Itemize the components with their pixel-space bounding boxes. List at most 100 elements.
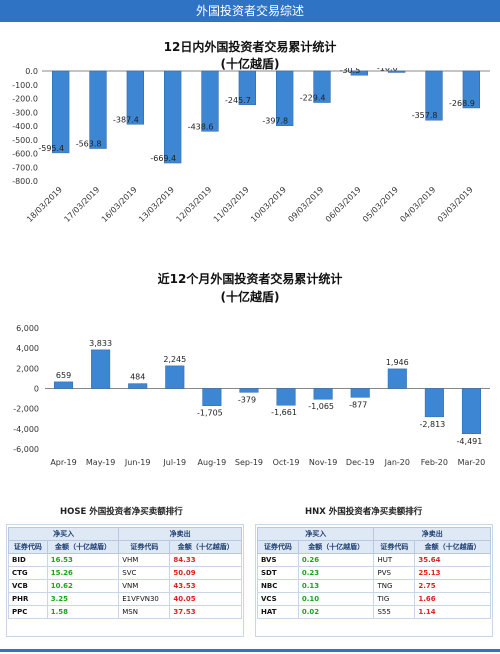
chart1-title: 12日内外国投资者交易累计统计 bbox=[163, 40, 337, 54]
sell-amount-cell: 37.53 bbox=[169, 605, 242, 619]
sell-code-cell: PVS bbox=[373, 566, 416, 580]
data-label: -563.8 bbox=[76, 140, 102, 149]
page-banner: 外国投资者交易综述 bbox=[0, 0, 500, 22]
bar bbox=[238, 70, 256, 106]
bar bbox=[276, 388, 296, 406]
data-label: -1,705 bbox=[197, 409, 223, 418]
x-tick-label: 09/03/2019 bbox=[286, 185, 325, 224]
hose-table-frame bbox=[6, 524, 244, 637]
bar bbox=[91, 349, 111, 389]
sell-code-cell: E1VFVN30 bbox=[118, 592, 171, 606]
table-row: PPC 1.58 MSN 37.53 bbox=[8, 605, 242, 619]
data-label: 484 bbox=[130, 373, 145, 382]
x-tick-label: 04/03/2019 bbox=[398, 185, 437, 224]
x-tick-label: 13/03/2019 bbox=[137, 185, 176, 224]
x-tick-label: Sep-19 bbox=[235, 458, 263, 467]
buy-code-cell: BID bbox=[8, 553, 48, 567]
bar bbox=[461, 388, 481, 435]
sell-amount-cell: 50.09 bbox=[169, 566, 242, 580]
y-tick-label: -2,000 bbox=[13, 405, 39, 414]
sell-code-cell: HUT bbox=[373, 553, 416, 567]
y-tick-label: -4,000 bbox=[13, 425, 39, 434]
bottom-rule bbox=[0, 649, 500, 652]
table-row: BID 16.53 VHM 84.33 bbox=[8, 553, 242, 567]
table-row: HAT 0.02 S55 1.14 bbox=[257, 605, 491, 619]
sell-amount-cell: 84.33 bbox=[169, 553, 242, 567]
buy-amount-cell: 1.58 bbox=[46, 605, 120, 619]
buy-amount-cell: 0.26 bbox=[297, 553, 375, 567]
data-label: 659 bbox=[56, 371, 71, 380]
bar bbox=[313, 388, 333, 400]
data-label: -1,065 bbox=[308, 402, 334, 411]
bar bbox=[276, 70, 294, 126]
buy-code-cell: BVS bbox=[257, 553, 299, 567]
bar bbox=[425, 70, 443, 121]
x-tick-label: Feb-20 bbox=[421, 458, 448, 467]
table-row: VCS 0.10 TIG 1.66 bbox=[257, 592, 491, 606]
x-tick-label: 18/03/2019 bbox=[25, 185, 64, 224]
bar bbox=[462, 70, 480, 109]
x-tick-label: Jun-19 bbox=[124, 458, 151, 467]
bar bbox=[387, 368, 407, 389]
sell-code-cell: VNM bbox=[118, 579, 171, 593]
hose-col-code: 证券代码 bbox=[118, 540, 171, 554]
bar bbox=[202, 388, 222, 406]
bar bbox=[239, 388, 259, 393]
sell-code-cell: VHM bbox=[118, 553, 171, 567]
x-tick-label: Apr-19 bbox=[50, 458, 76, 467]
buy-code-cell: PPC bbox=[8, 605, 48, 619]
y-tick-label: -800.0 bbox=[12, 177, 38, 186]
hose-col-code: 证券代码 bbox=[8, 540, 48, 554]
buy-code-cell: SDT bbox=[257, 566, 299, 580]
data-label: -438.6 bbox=[188, 122, 214, 131]
x-tick-label: Jan-20 bbox=[384, 458, 410, 467]
table-row: BVS 0.26 HUT 35.64 bbox=[257, 553, 491, 567]
hnx-col-amount: 金额（十亿越盾） bbox=[414, 540, 491, 554]
x-tick-label: 05/03/2019 bbox=[361, 185, 400, 224]
data-label: -357.8 bbox=[412, 111, 438, 120]
x-tick-label: 16/03/2019 bbox=[100, 185, 139, 224]
sell-amount-cell: 40.05 bbox=[169, 592, 242, 606]
buy-code-cell: NBC bbox=[257, 579, 299, 593]
hnx-col-code: 证券代码 bbox=[257, 540, 299, 554]
hnx-sell-header: 净卖出 bbox=[373, 527, 491, 541]
hose-ranking-table: 净买入 净卖出 证券代码 金额（十亿越盾） 证券代码 金额（十亿越盾） BID 1… bbox=[7, 527, 242, 619]
bar bbox=[126, 70, 144, 125]
hnx-col-code: 证券代码 bbox=[373, 540, 416, 554]
bar bbox=[350, 388, 370, 398]
buy-amount-cell: 10.62 bbox=[46, 579, 120, 593]
buy-amount-cell: 16.53 bbox=[46, 553, 120, 567]
bar bbox=[89, 70, 107, 149]
table-row: VCB 10.62 VNM 43.53 bbox=[8, 579, 242, 593]
y-tick-label: -300.0 bbox=[12, 108, 38, 117]
bar bbox=[164, 70, 182, 164]
data-label: -387.4 bbox=[113, 115, 139, 124]
bar bbox=[388, 70, 406, 73]
buy-code-cell: VCS bbox=[257, 592, 299, 606]
bar bbox=[128, 383, 148, 389]
buy-code-cell: VCB bbox=[8, 579, 48, 593]
sell-code-cell: SVC bbox=[118, 566, 171, 580]
daily-foreign-trading-chart: 0.0-100.0-200.0-300.0-400.0-500.0-600.0-… bbox=[12, 68, 490, 224]
bar bbox=[201, 70, 219, 132]
data-label: -268.9 bbox=[449, 99, 475, 108]
hnx-col-amount: 金额（十亿越盾） bbox=[297, 540, 375, 554]
sell-amount-cell: 2.75 bbox=[414, 579, 491, 593]
y-tick-label: -400.0 bbox=[12, 122, 38, 131]
y-tick-label: 2,000 bbox=[16, 364, 39, 373]
hnx-table-frame bbox=[255, 524, 493, 637]
hose-buy-header: 净买入 bbox=[7, 527, 120, 541]
x-tick-label: 06/03/2019 bbox=[324, 185, 363, 224]
hose-sell-header: 净卖出 bbox=[118, 527, 242, 541]
data-label: -877 bbox=[349, 400, 367, 409]
data-label: 3,833 bbox=[89, 339, 112, 348]
x-tick-label: Mar-20 bbox=[458, 458, 486, 467]
bar bbox=[424, 388, 444, 418]
x-tick-label: Nov-19 bbox=[309, 458, 337, 467]
y-tick-label: -200.0 bbox=[12, 95, 38, 104]
buy-code-cell: PHR bbox=[8, 592, 48, 606]
buy-code-cell: HAT bbox=[257, 605, 299, 619]
y-tick-label: -700.0 bbox=[12, 163, 38, 172]
buy-amount-cell: 15.26 bbox=[46, 566, 120, 580]
bar bbox=[350, 70, 368, 76]
